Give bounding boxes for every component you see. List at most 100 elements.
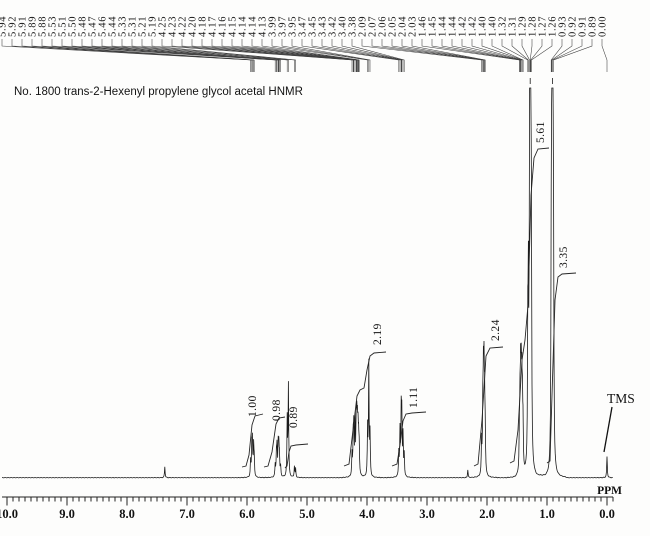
tms-label: TMS [607,391,635,406]
peak-shift-label: 5.33 [118,16,129,37]
integration-value-label: 2.24 [490,319,502,341]
peak-shift-label: 1.45 [428,16,439,37]
peak-label-fan: 5.94 5.92 5.91 5.89 5.88 5.53 5.51 5.50 5.48 5.47… [0,16,609,72]
peak-label-pointer [601,39,608,72]
peak-label-pointer [361,39,482,72]
peak-shift-label: 4.15 [228,16,239,37]
integral-curve [391,411,427,467]
peak-shift-label: 5.91 [18,16,29,37]
peak-label-pointer [1,39,251,72]
peak-label-pointer [511,39,529,72]
peak-label-pointer [261,39,360,72]
peak-shift-label: 5.44 [108,16,119,37]
peak-label-pointer [21,39,253,72]
peak-shift-label: 5.88 [38,16,49,37]
peak-label-pointer [521,39,530,72]
peak-shift-label: 4.20 [188,16,199,37]
peak-label-pointer [551,39,573,72]
peak-label-pointer [201,39,357,72]
peak-shift-label: 4.14 [238,16,249,37]
peak-label-pointer [191,39,356,72]
peak-label-pointer [281,39,370,72]
peak-label-pointer [271,39,368,72]
x-axis-tick-label: 1.0 [539,507,555,521]
peak-shift-label: 4.22 [178,16,189,37]
peak-label-pointer [421,39,520,72]
peak-shift-label: 4.17 [208,16,219,37]
peak-label-pointer [552,39,583,72]
peak-shift-label: 0.89 [588,16,599,37]
peak-shift-label: 1.40 [488,16,499,37]
integration-value-label: 3.35 [558,246,570,268]
peak-shift-label: 4.25 [158,16,169,37]
peak-label-pointer [101,39,280,72]
x-axis-tick-label: 7.0 [179,507,195,521]
peak-label-pointer [391,39,485,72]
peak-shift-label: 4.13 [258,16,269,37]
peak-label-pointer [411,39,486,72]
peak-shift-label: 5.21 [138,16,149,37]
peak-shift-label: 0.92 [568,16,579,37]
peak-shift-label: 2.09 [358,16,369,37]
x-axis-tick-label: 10.0 [0,507,18,521]
peak-shift-label: 1.31 [508,16,519,37]
peak-label-pointer [131,39,289,72]
tms-pointer-line [603,406,613,453]
peak-label-pointer [431,39,521,72]
integration-value-label: 1.00 [247,395,259,417]
integration-value-label: 0.98 [271,399,283,421]
x-axis-tick-label: 6.0 [239,507,255,521]
peak-shift-label: 1.44 [438,16,449,37]
peak-label-pointer [550,39,563,72]
peak-label-pointer [111,39,281,72]
peak-shift-label: 5.51 [58,16,69,37]
peak-shift-label: 5.89 [28,16,39,37]
peak-label-pointer [491,39,524,72]
peak-shift-label: 4.14 [248,16,259,37]
integral-curve [509,147,550,464]
peak-label-pointer [151,39,296,72]
spectrum-trace [2,87,613,479]
peak-label-pointer [61,39,277,72]
peak-shift-label: 1.42 [468,16,479,37]
integration-value-label: 1.11 [408,387,420,408]
peak-label-pointer [11,39,253,72]
integral-curve [546,272,577,464]
peak-label-pointer [81,39,279,72]
peak-label-pointer [351,39,405,72]
peak-shift-label: 3.97 [278,16,289,37]
chart-title: No. 1800 trans-2-Hexenyl propylene glyco… [14,86,303,98]
peak-label-pointer [471,39,523,72]
peak-label-pointer [41,39,255,72]
peak-shift-label: 1.28 [528,16,539,37]
peak-label-pointer [321,39,402,72]
peak-shift-label: 5.47 [88,16,99,37]
peak-shift-label: 3.99 [268,16,279,37]
peak-shift-label: 3.43 [318,16,329,37]
peak-shift-label: 1.32 [498,16,509,37]
peak-shift-label: 5.19 [148,16,159,37]
peak-shift-label: 1.42 [458,16,469,37]
integration-value-label: 0.89 [288,406,300,428]
peak-shift-label: 5.50 [68,16,79,37]
integration-value-label: 5.61 [535,121,547,143]
peak-shift-label: 1.26 [548,16,559,37]
peak-label-pointer [553,39,593,72]
peak-shift-label: 3.38 [348,16,359,37]
integration-value-label: 2.19 [372,323,384,345]
peak-shift-label: 3.42 [328,16,339,37]
peak-shift-label: 2.07 [368,16,379,37]
peak-label-pointer [171,39,354,72]
integral-curve [263,416,286,468]
peak-label-pointer [501,39,529,72]
peak-label-pointer [231,39,359,72]
peak-label-pointer [221,39,358,72]
peak-label-pointer [161,39,353,72]
peak-shift-label: 1.46 [418,16,429,37]
x-axis-tick-label: 9.0 [59,507,75,521]
peak-label-pointer [301,39,400,72]
integral-curve [473,346,504,467]
peak-label-pointer [311,39,401,72]
x-axis-tick-label: 5.0 [299,507,315,521]
